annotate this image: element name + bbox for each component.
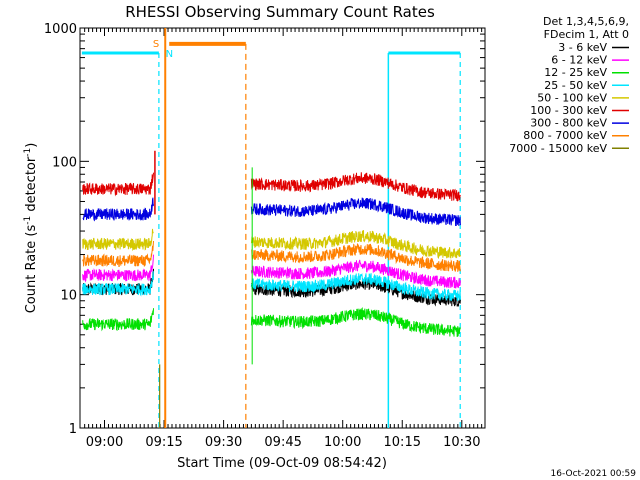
x-tick-label: 09:45 [264, 435, 301, 450]
legend-label: 100 - 300 keV [530, 104, 607, 117]
legend-label: 25 - 50 keV [544, 79, 607, 92]
series-line-seg1 [82, 197, 154, 222]
legend-label: 7000 - 15000 keV [509, 142, 607, 155]
y-tick-label: 1 [69, 422, 77, 437]
x-tick-label: 09:15 [145, 435, 182, 450]
x-tick-label: 09:00 [86, 435, 123, 450]
s-marker: S [153, 39, 159, 50]
y-axis-label-part-3: detector [24, 156, 39, 216]
series-line-seg1 [82, 228, 154, 252]
x-axis-label: Start Time (09-Oct-09 08:54:42) [177, 456, 387, 471]
x-tick-label: 09:30 [205, 435, 242, 450]
x-tick-label: 10:30 [443, 435, 480, 450]
y-axis-label-part-5: ) [24, 143, 39, 148]
data-layer: SN [81, 28, 461, 428]
series-line-seg2 [250, 172, 461, 202]
series-line-seg2 [250, 230, 461, 259]
legend-label: 300 - 800 keV [530, 117, 607, 130]
legend-header-line-2: FDecim 1, Att 0 [544, 28, 629, 41]
series-line-seg1 [82, 240, 154, 268]
y-tick-label: 100 [52, 155, 77, 170]
y-tick-label: 10 [60, 289, 77, 304]
series-line-seg1 [82, 172, 154, 197]
y-axis-label-part-1: Count Rate (s [24, 225, 39, 314]
series-line-seg2 [250, 272, 461, 302]
legend-header-line-1: Det 1,3,4,5,6,9, [543, 15, 629, 28]
series-line-seg1 [82, 308, 154, 332]
legend-label: 12 - 25 keV [544, 66, 607, 79]
legend-label: 50 - 100 keV [537, 91, 607, 104]
series-line-seg1 [82, 271, 154, 297]
series-line-seg2 [251, 243, 461, 272]
series-line-seg2 [250, 197, 461, 227]
y-tick-label: 1000 [44, 22, 77, 37]
series-line-seg2 [250, 307, 461, 338]
y-axis-label-part-2: -1 [23, 216, 33, 225]
legend-label: 800 - 7000 keV [523, 129, 607, 142]
series-line-seg1 [82, 254, 154, 283]
axes-layer: 09:00 09:15 09:30 09:45 10:00 10:15 10:30 1 10 10… [44, 22, 485, 450]
legend-label: 3 - 6 keV [558, 41, 607, 54]
n-marker: N [166, 49, 173, 60]
x-tick-label: 10:15 [384, 435, 421, 450]
x-tick-label: 10:00 [324, 435, 361, 450]
chart-title: RHESSI Observing Summary Count Rates [125, 3, 435, 21]
plot-frame [79, 27, 486, 429]
footer-timestamp: 16-Oct-2021 00:59 [551, 469, 637, 479]
y-axis-label-part-4: -1 [23, 148, 33, 157]
series-line-seg2 [250, 259, 461, 289]
y-axis-label: Count Rate (s-1 detector-1) [23, 143, 39, 314]
legend-label: 6 - 12 keV [551, 54, 607, 67]
